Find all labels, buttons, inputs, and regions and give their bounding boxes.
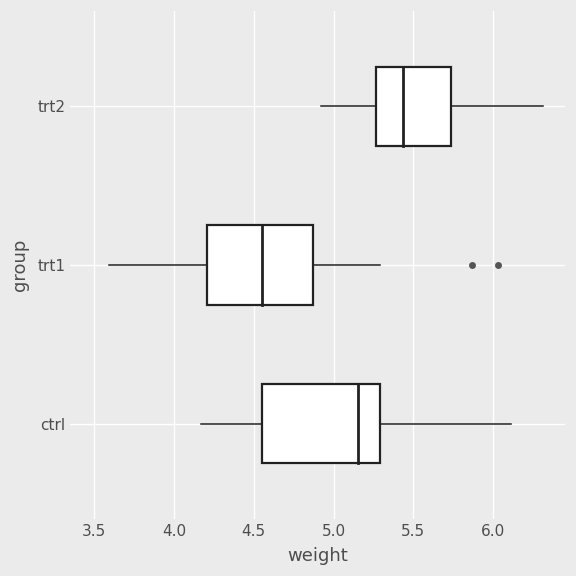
X-axis label: weight: weight: [287, 547, 348, 565]
Y-axis label: group: group: [11, 238, 29, 291]
Bar: [207, 225, 313, 305]
Bar: [262, 384, 380, 463]
Bar: [376, 67, 451, 146]
